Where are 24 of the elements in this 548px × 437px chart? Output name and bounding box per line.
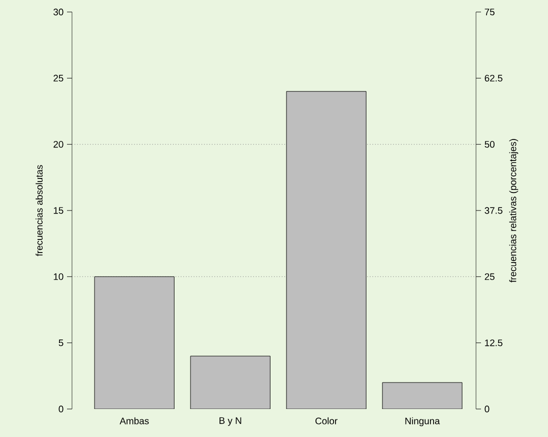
y2-tick-label: 50 xyxy=(484,140,495,148)
y-tick-label: 5 xyxy=(58,340,64,346)
x-tick-label: B y N xyxy=(220,417,242,426)
y-axis-title: frecuencias absolutas xyxy=(36,165,43,256)
y-tick-label: 10 xyxy=(54,273,64,280)
y2-axis-title: frecuencias relativas (porcentajes) xyxy=(509,139,518,282)
bar xyxy=(190,356,270,409)
y2-tick-label: 12.5 xyxy=(485,339,502,346)
y-tick-label: 20 xyxy=(54,140,64,148)
y2-tick-label: 37.5 xyxy=(484,207,502,214)
x-tick-label: Ambas xyxy=(120,417,149,424)
x-tick-label: Ninguna xyxy=(405,417,440,426)
y-tick-label: 25 xyxy=(54,74,64,82)
y-tick-label: 0 xyxy=(58,406,64,412)
y2-tick-label: 0 xyxy=(484,406,490,412)
y2-tick-label: 25 xyxy=(484,273,494,280)
y-tick-label: 15 xyxy=(54,207,64,214)
x-tick-label: Color xyxy=(315,417,338,424)
y2-tick-label: 62.5 xyxy=(484,74,502,82)
bar xyxy=(94,276,174,409)
y2-tick-label: 75 xyxy=(484,8,494,16)
bar xyxy=(382,382,462,409)
bar xyxy=(286,91,366,409)
y-tick-label: 30 xyxy=(53,8,64,16)
